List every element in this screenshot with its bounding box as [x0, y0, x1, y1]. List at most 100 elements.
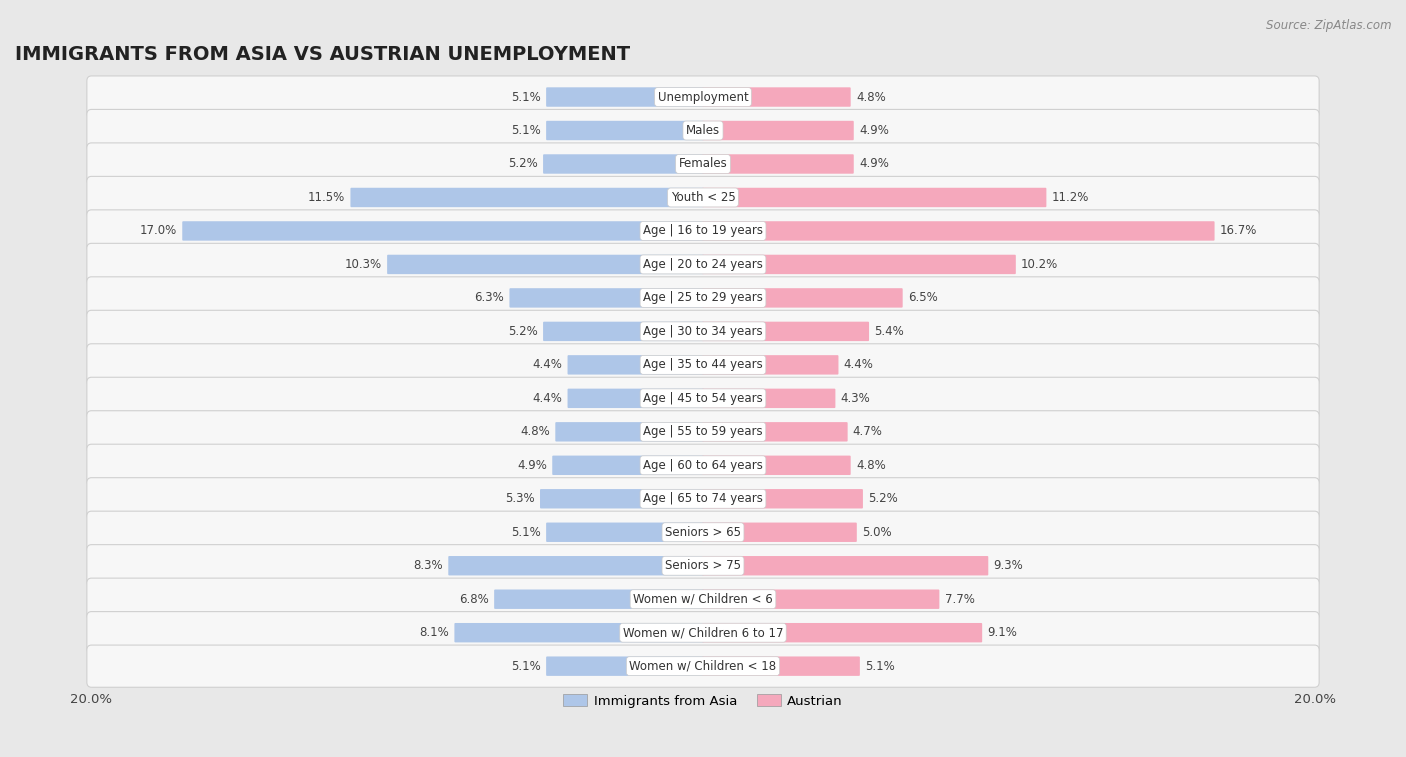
FancyBboxPatch shape [546, 522, 704, 542]
Text: Unemployment: Unemployment [658, 91, 748, 104]
FancyBboxPatch shape [702, 355, 838, 375]
Text: 5.1%: 5.1% [512, 124, 541, 137]
FancyBboxPatch shape [87, 578, 1319, 620]
FancyBboxPatch shape [87, 344, 1319, 386]
FancyBboxPatch shape [702, 121, 853, 140]
Text: 4.8%: 4.8% [856, 459, 886, 472]
Legend: Immigrants from Asia, Austrian: Immigrants from Asia, Austrian [558, 689, 848, 713]
FancyBboxPatch shape [702, 188, 1046, 207]
Text: Age | 45 to 54 years: Age | 45 to 54 years [643, 392, 763, 405]
FancyBboxPatch shape [87, 176, 1319, 219]
FancyBboxPatch shape [702, 456, 851, 475]
FancyBboxPatch shape [87, 377, 1319, 419]
FancyBboxPatch shape [387, 254, 704, 274]
Text: 10.3%: 10.3% [344, 258, 382, 271]
Text: 5.0%: 5.0% [862, 526, 891, 539]
Text: 9.1%: 9.1% [987, 626, 1018, 639]
FancyBboxPatch shape [87, 143, 1319, 185]
FancyBboxPatch shape [702, 322, 869, 341]
Text: 4.9%: 4.9% [859, 124, 889, 137]
Text: 5.1%: 5.1% [512, 91, 541, 104]
FancyBboxPatch shape [702, 388, 835, 408]
Text: Women w/ Children 6 to 17: Women w/ Children 6 to 17 [623, 626, 783, 639]
FancyBboxPatch shape [87, 210, 1319, 252]
Text: 7.7%: 7.7% [945, 593, 974, 606]
Text: Age | 65 to 74 years: Age | 65 to 74 years [643, 492, 763, 505]
Text: Females: Females [679, 157, 727, 170]
Text: 5.2%: 5.2% [868, 492, 898, 505]
FancyBboxPatch shape [546, 87, 704, 107]
FancyBboxPatch shape [540, 489, 704, 509]
FancyBboxPatch shape [87, 478, 1319, 520]
Text: Youth < 25: Youth < 25 [671, 191, 735, 204]
Text: 6.5%: 6.5% [908, 291, 938, 304]
FancyBboxPatch shape [183, 221, 704, 241]
Text: 5.1%: 5.1% [512, 526, 541, 539]
Text: 9.3%: 9.3% [994, 559, 1024, 572]
Text: 11.5%: 11.5% [308, 191, 346, 204]
FancyBboxPatch shape [555, 422, 704, 441]
FancyBboxPatch shape [702, 522, 856, 542]
FancyBboxPatch shape [702, 221, 1215, 241]
FancyBboxPatch shape [702, 154, 853, 173]
Text: Women w/ Children < 18: Women w/ Children < 18 [630, 659, 776, 673]
FancyBboxPatch shape [553, 456, 704, 475]
FancyBboxPatch shape [702, 590, 939, 609]
FancyBboxPatch shape [449, 556, 704, 575]
FancyBboxPatch shape [546, 121, 704, 140]
Text: 4.8%: 4.8% [856, 91, 886, 104]
FancyBboxPatch shape [87, 310, 1319, 353]
FancyBboxPatch shape [568, 388, 704, 408]
FancyBboxPatch shape [702, 87, 851, 107]
Text: Women w/ Children < 6: Women w/ Children < 6 [633, 593, 773, 606]
FancyBboxPatch shape [702, 254, 1015, 274]
Text: 5.4%: 5.4% [875, 325, 904, 338]
FancyBboxPatch shape [702, 656, 860, 676]
Text: 8.3%: 8.3% [413, 559, 443, 572]
Text: Age | 20 to 24 years: Age | 20 to 24 years [643, 258, 763, 271]
Text: Age | 25 to 29 years: Age | 25 to 29 years [643, 291, 763, 304]
Text: 8.1%: 8.1% [419, 626, 449, 639]
Text: 16.7%: 16.7% [1220, 224, 1257, 238]
Text: 4.4%: 4.4% [844, 358, 873, 372]
Text: Age | 30 to 34 years: Age | 30 to 34 years [643, 325, 763, 338]
FancyBboxPatch shape [543, 154, 704, 173]
FancyBboxPatch shape [87, 544, 1319, 587]
Text: Age | 35 to 44 years: Age | 35 to 44 years [643, 358, 763, 372]
FancyBboxPatch shape [568, 355, 704, 375]
FancyBboxPatch shape [702, 556, 988, 575]
FancyBboxPatch shape [87, 411, 1319, 453]
FancyBboxPatch shape [350, 188, 704, 207]
Text: Seniors > 75: Seniors > 75 [665, 559, 741, 572]
Text: IMMIGRANTS FROM ASIA VS AUSTRIAN UNEMPLOYMENT: IMMIGRANTS FROM ASIA VS AUSTRIAN UNEMPLO… [15, 45, 630, 64]
FancyBboxPatch shape [87, 277, 1319, 319]
Text: 5.2%: 5.2% [508, 157, 538, 170]
Text: 5.1%: 5.1% [865, 659, 894, 673]
Text: 4.3%: 4.3% [841, 392, 870, 405]
Text: 10.2%: 10.2% [1021, 258, 1059, 271]
Text: 4.4%: 4.4% [533, 358, 562, 372]
Text: 4.9%: 4.9% [859, 157, 889, 170]
FancyBboxPatch shape [87, 645, 1319, 687]
FancyBboxPatch shape [87, 612, 1319, 654]
Text: 5.1%: 5.1% [512, 659, 541, 673]
FancyBboxPatch shape [87, 243, 1319, 285]
FancyBboxPatch shape [87, 444, 1319, 487]
Text: 17.0%: 17.0% [139, 224, 177, 238]
FancyBboxPatch shape [509, 288, 704, 307]
Text: 4.4%: 4.4% [533, 392, 562, 405]
Text: 4.9%: 4.9% [517, 459, 547, 472]
FancyBboxPatch shape [702, 288, 903, 307]
FancyBboxPatch shape [87, 110, 1319, 151]
FancyBboxPatch shape [546, 656, 704, 676]
Text: Age | 16 to 19 years: Age | 16 to 19 years [643, 224, 763, 238]
Text: Age | 60 to 64 years: Age | 60 to 64 years [643, 459, 763, 472]
Text: 6.3%: 6.3% [474, 291, 505, 304]
Text: Males: Males [686, 124, 720, 137]
Text: 5.2%: 5.2% [508, 325, 538, 338]
FancyBboxPatch shape [454, 623, 704, 643]
Text: 5.3%: 5.3% [505, 492, 534, 505]
FancyBboxPatch shape [702, 489, 863, 509]
FancyBboxPatch shape [543, 322, 704, 341]
FancyBboxPatch shape [494, 590, 704, 609]
